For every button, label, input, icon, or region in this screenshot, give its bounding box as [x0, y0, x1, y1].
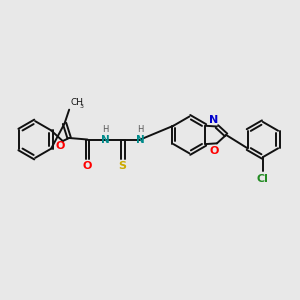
Text: N: N [209, 115, 218, 124]
Text: H: H [102, 125, 108, 134]
Text: N: N [101, 134, 110, 145]
Text: CH: CH [70, 98, 84, 107]
Text: O: O [83, 160, 92, 170]
Text: O: O [210, 146, 219, 156]
Text: N: N [136, 134, 145, 145]
Text: O: O [56, 141, 65, 152]
Text: H: H [137, 125, 143, 134]
Text: Cl: Cl [257, 174, 269, 184]
Text: S: S [119, 160, 127, 170]
Text: 3: 3 [79, 104, 83, 109]
